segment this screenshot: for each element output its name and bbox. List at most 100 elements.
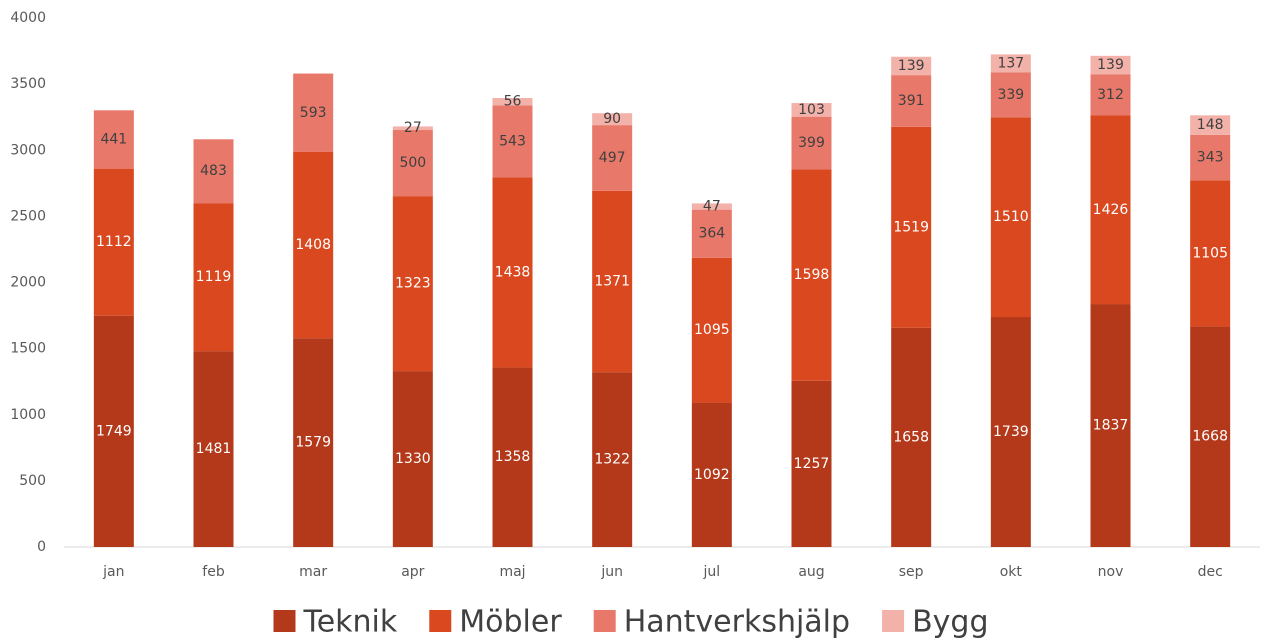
data-label: 364 — [698, 226, 725, 242]
data-label: 1481 — [196, 441, 232, 457]
legend-swatch — [593, 610, 616, 632]
bar-segment — [1090, 115, 1131, 305]
bar-segment — [1190, 115, 1231, 135]
bar-segment — [293, 151, 334, 339]
bar-segment — [891, 327, 932, 547]
bar-segment — [492, 367, 533, 547]
y-tick-label: 1500 — [10, 341, 46, 357]
bar-segment — [791, 103, 832, 117]
bar-segment — [193, 351, 234, 547]
bar-segment — [392, 130, 433, 197]
data-label: 1598 — [794, 267, 830, 283]
x-tick-label: feb — [202, 564, 225, 580]
data-label: 148 — [1197, 117, 1224, 133]
data-label: 1510 — [993, 209, 1029, 225]
bar-segment — [691, 203, 732, 210]
data-label: 500 — [399, 155, 426, 171]
y-tick-label: 500 — [19, 473, 46, 489]
data-label: 139 — [898, 58, 925, 74]
bar-segment — [791, 380, 832, 547]
data-label: 441 — [100, 131, 127, 147]
data-label: 1438 — [495, 264, 531, 280]
legend-swatch — [273, 610, 296, 632]
x-tick-label: okt — [1000, 564, 1023, 580]
bar-segment — [592, 125, 633, 191]
data-label: 543 — [499, 133, 526, 149]
data-label: 56 — [504, 94, 522, 110]
data-label: 1119 — [196, 269, 232, 285]
x-tick-label: nov — [1098, 564, 1124, 580]
bar-segment — [193, 139, 234, 204]
data-label: 1668 — [1192, 429, 1228, 445]
bar-segment — [691, 257, 732, 403]
x-tick-label: dec — [1198, 564, 1223, 580]
data-label: 1095 — [694, 322, 730, 338]
data-label: 1739 — [993, 424, 1029, 440]
x-tick-label: sep — [899, 564, 924, 580]
data-label: 483 — [200, 163, 227, 179]
bar-segment — [791, 116, 832, 170]
bar-segment — [990, 317, 1031, 547]
legend-label: Hantverkshjälp — [624, 605, 850, 640]
bar-segment — [293, 73, 334, 152]
data-label: 1579 — [295, 435, 331, 451]
data-label: 47 — [703, 199, 721, 215]
legend-label: Möbler — [459, 605, 562, 640]
data-label: 1519 — [893, 219, 929, 235]
y-tick-label: 1000 — [10, 407, 46, 423]
bar-segment — [691, 402, 732, 547]
bar-segment — [1090, 55, 1131, 75]
x-tick-label: maj — [499, 564, 525, 580]
bar-segment — [891, 75, 932, 127]
data-label: 391 — [898, 93, 925, 109]
bar-segment — [93, 315, 134, 547]
y-tick-label: 3000 — [10, 142, 46, 158]
data-label: 593 — [300, 105, 327, 121]
bar-segment — [392, 126, 433, 131]
bar-segment — [293, 338, 334, 547]
bar-segment — [1190, 326, 1231, 547]
x-tick-label: mar — [299, 564, 327, 580]
bar-segment — [492, 105, 533, 178]
legend-label: Bygg — [912, 605, 988, 640]
bar-segment — [592, 372, 633, 547]
x-tick-label: apr — [401, 564, 424, 580]
bar-segment — [492, 177, 533, 368]
bar-segment — [891, 56, 932, 76]
bar-segment — [791, 169, 832, 381]
bar-segment — [990, 72, 1031, 118]
bar-segment — [492, 98, 533, 106]
x-tick-label: jun — [600, 564, 623, 580]
x-tick-label: jul — [703, 564, 721, 580]
x-tick-label: aug — [798, 564, 824, 580]
data-label: 1105 — [1192, 245, 1228, 261]
data-label: 1330 — [395, 451, 431, 467]
data-label: 1257 — [794, 456, 830, 472]
bar-segment — [592, 190, 633, 373]
data-label: 1371 — [594, 274, 630, 290]
bar-segment — [990, 117, 1031, 318]
bar-segment — [1190, 180, 1231, 327]
data-label: 27 — [404, 120, 422, 136]
data-label: 1322 — [594, 452, 630, 468]
y-tick-label: 2000 — [10, 275, 46, 291]
bar-segment — [691, 209, 732, 258]
data-label: 1358 — [495, 449, 531, 465]
y-tick-label: 0 — [37, 539, 46, 555]
data-label: 1749 — [96, 423, 132, 439]
bar-segment — [990, 54, 1031, 73]
data-label: 399 — [798, 135, 825, 151]
y-tick-label: 4000 — [10, 10, 46, 26]
legend-label: Teknik — [302, 605, 397, 640]
y-tick-label: 3500 — [10, 76, 46, 92]
data-label: 1837 — [1093, 418, 1129, 434]
data-label: 137 — [997, 55, 1024, 71]
legend-swatch — [882, 610, 905, 632]
bar-segment — [592, 113, 633, 126]
data-label: 343 — [1197, 150, 1224, 166]
data-label: 339 — [997, 87, 1024, 103]
bar-segment — [93, 168, 134, 316]
legend-swatch — [429, 610, 452, 632]
data-label: 90 — [603, 111, 621, 127]
